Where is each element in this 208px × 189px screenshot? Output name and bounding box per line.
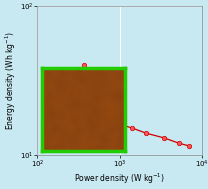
X-axis label: Power density (W kg$^{-1}$): Power density (W kg$^{-1}$) (74, 172, 165, 186)
Y-axis label: Energy density (Wh kg$^{-1}$): Energy density (Wh kg$^{-1}$) (4, 31, 18, 130)
